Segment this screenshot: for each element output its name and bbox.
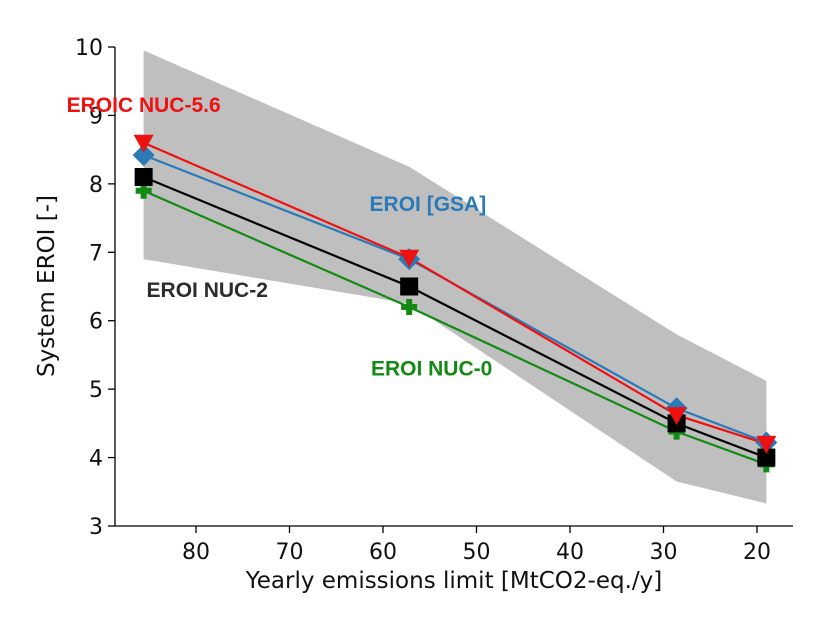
annotation-layer: EROIC NUC-5.6 EROI [GSA] EROI NUC-2 EROI NU… — [67, 94, 493, 380]
data-point-eroic-nuc-5-6 — [399, 249, 420, 268]
x-tick-label: 80 — [182, 540, 210, 565]
axes — [114, 47, 793, 527]
annotation-eroi-nuc-2: EROI NUC-2 — [147, 279, 268, 302]
y-axis-label: System EROI [-] — [34, 195, 60, 377]
data-point-eroi-nuc-0 — [401, 299, 418, 316]
data-point-eroi-nuc-2 — [134, 168, 153, 187]
y-tick-label: 10 — [75, 36, 103, 61]
data-point-eroi-nuc-2 — [400, 277, 419, 296]
x-tick-label: 40 — [556, 540, 584, 565]
data-point-eroi-nuc-0 — [135, 182, 152, 199]
y-tick-label: 8 — [89, 173, 103, 198]
series-line-eroic-nuc-5-6 — [143, 141, 767, 445]
y-tick-label: 6 — [89, 310, 103, 335]
data-point-eroic-nuc-5-6 — [133, 134, 154, 153]
series-markers-layer — [132, 134, 778, 473]
gsa-range-band-layer — [143, 50, 767, 504]
data-point-eroic-nuc-5-6 — [666, 407, 687, 426]
x-tick-label: 30 — [650, 540, 678, 565]
x-tick-label: 60 — [369, 540, 397, 565]
y-tick-label: 5 — [89, 378, 103, 403]
x-axis-label: Yearly emissions limit [MtCO2-eq./y] — [245, 568, 662, 594]
series-lines-layer — [143, 141, 767, 466]
y-tick-label: 9 — [89, 104, 103, 129]
gsa-range-band — [143, 50, 767, 504]
data-point-eroi-nuc-2 — [757, 448, 776, 467]
y-tick-label: 7 — [89, 241, 103, 266]
annotation-eroi-nuc-0: EROI NUC-0 — [371, 357, 492, 380]
x-tick-label: 20 — [743, 540, 771, 565]
data-point-eroic-nuc-5-6 — [756, 435, 777, 454]
annotation-eroic-nuc-5-6: EROIC NUC-5.6 — [67, 94, 221, 117]
x-tick-label: 50 — [463, 540, 491, 565]
x-tick-label: 70 — [276, 540, 304, 565]
y-tick-label: 4 — [89, 447, 103, 472]
y-tick-label: 3 — [89, 515, 103, 540]
series-line-eroi-gsa — [143, 154, 767, 444]
series-line-eroi-nuc-0 — [143, 189, 767, 466]
series-line-eroi-nuc-2 — [143, 175, 767, 459]
tick-layer: 3 4 5 6 7 8 9 10 80 70 60 50 40 30 20 — [75, 36, 771, 565]
data-point-eroi-gsa — [132, 144, 155, 167]
annotation-eroi-gsa: EROI [GSA] — [370, 193, 487, 216]
